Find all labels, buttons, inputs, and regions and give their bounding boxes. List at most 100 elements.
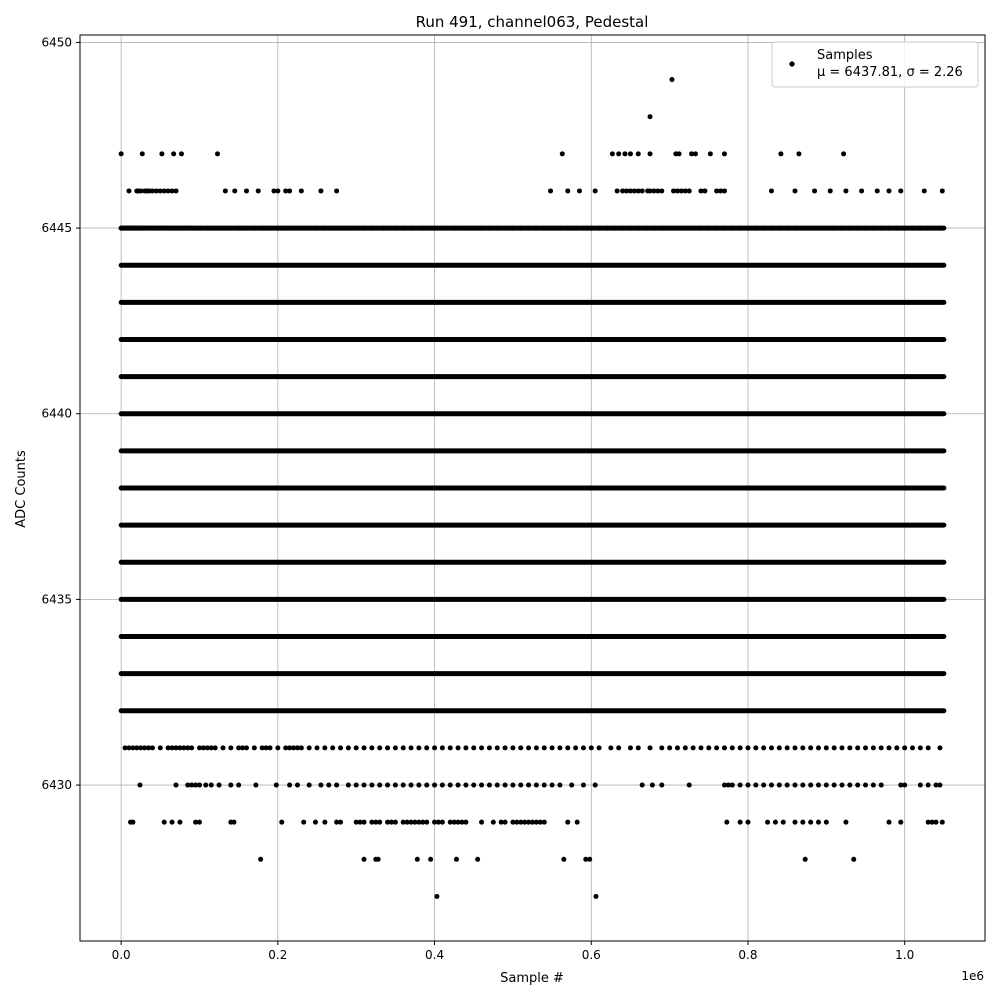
data-point bbox=[514, 819, 520, 825]
data-point bbox=[240, 745, 246, 751]
data-point bbox=[772, 819, 778, 825]
data-point bbox=[263, 745, 269, 751]
data-point bbox=[416, 745, 422, 751]
data-point bbox=[357, 819, 363, 825]
data-point bbox=[377, 819, 383, 825]
data-point bbox=[533, 819, 539, 825]
data-point bbox=[878, 782, 884, 788]
data-point bbox=[189, 225, 195, 231]
data-point bbox=[139, 151, 145, 157]
data-point bbox=[627, 225, 633, 231]
data-point bbox=[193, 225, 199, 231]
data-point bbox=[698, 225, 704, 231]
data-point bbox=[400, 225, 406, 231]
data-point bbox=[541, 819, 547, 825]
data-point bbox=[659, 745, 665, 751]
data-point bbox=[312, 819, 318, 825]
data-point bbox=[639, 782, 645, 788]
data-point bbox=[369, 819, 375, 825]
data-point bbox=[479, 819, 485, 825]
data-point bbox=[375, 856, 381, 862]
data-point bbox=[196, 782, 202, 788]
data-point bbox=[839, 225, 845, 231]
data-point bbox=[502, 745, 508, 751]
data-points bbox=[118, 77, 947, 899]
data-point bbox=[939, 188, 945, 194]
data-point bbox=[171, 151, 177, 157]
data-point bbox=[823, 225, 829, 231]
data-point bbox=[649, 782, 655, 788]
data-point bbox=[565, 225, 571, 231]
data-point bbox=[917, 225, 923, 231]
data-point bbox=[510, 782, 516, 788]
legend-series-stats: μ = 6437.81, σ = 2.26 bbox=[817, 65, 963, 80]
data-point bbox=[737, 819, 743, 825]
data-point bbox=[894, 745, 900, 751]
data-point bbox=[898, 782, 904, 788]
data-point bbox=[910, 225, 916, 231]
data-point bbox=[635, 225, 641, 231]
data-point bbox=[334, 225, 340, 231]
data-point bbox=[322, 819, 328, 825]
data-point bbox=[702, 188, 708, 194]
data-point bbox=[541, 782, 547, 788]
data-point bbox=[925, 782, 931, 788]
data-point bbox=[236, 782, 242, 788]
data-point bbox=[153, 188, 159, 194]
data-point bbox=[149, 188, 155, 194]
data-point bbox=[361, 745, 367, 751]
data-point bbox=[784, 225, 790, 231]
legend: Samples μ = 6437.81, σ = 2.26 bbox=[771, 41, 979, 88]
data-point bbox=[161, 188, 167, 194]
data-point bbox=[580, 745, 586, 751]
data-point bbox=[326, 782, 332, 788]
data-point bbox=[671, 188, 677, 194]
data-point bbox=[204, 745, 210, 751]
data-point bbox=[682, 225, 688, 231]
data-point bbox=[196, 819, 202, 825]
data-point bbox=[177, 819, 183, 825]
data-point bbox=[400, 819, 406, 825]
data-point bbox=[667, 745, 673, 751]
data-point bbox=[341, 225, 347, 231]
data-point bbox=[843, 819, 849, 825]
data-point bbox=[588, 225, 594, 231]
data-point bbox=[745, 225, 751, 231]
data-point bbox=[416, 819, 422, 825]
data-point bbox=[471, 745, 477, 751]
data-point bbox=[839, 745, 845, 751]
data-point bbox=[729, 745, 735, 751]
data-point bbox=[381, 225, 387, 231]
data-point bbox=[933, 782, 939, 788]
data-point bbox=[753, 225, 759, 231]
data-point bbox=[228, 225, 234, 231]
data-point bbox=[643, 225, 649, 231]
data-point bbox=[193, 782, 199, 788]
data-point bbox=[510, 819, 516, 825]
data-point bbox=[240, 225, 246, 231]
data-point bbox=[373, 819, 379, 825]
data-point bbox=[745, 782, 751, 788]
data-point bbox=[635, 745, 641, 751]
data-point bbox=[314, 745, 320, 751]
data-point bbox=[768, 782, 774, 788]
data-point bbox=[855, 782, 861, 788]
data-point bbox=[792, 225, 798, 231]
data-point bbox=[768, 225, 774, 231]
data-point bbox=[776, 225, 782, 231]
x-tick-label: 0.4 bbox=[425, 948, 444, 962]
data-point bbox=[815, 819, 821, 825]
data-point bbox=[231, 819, 237, 825]
data-point bbox=[275, 188, 281, 194]
data-point bbox=[408, 225, 414, 231]
data-point bbox=[301, 819, 307, 825]
data-point bbox=[886, 225, 892, 231]
data-point bbox=[253, 782, 259, 788]
data-point bbox=[258, 856, 264, 862]
data-point bbox=[667, 225, 673, 231]
data-point bbox=[236, 225, 242, 231]
data-point bbox=[808, 225, 814, 231]
data-point bbox=[753, 782, 759, 788]
data-point bbox=[439, 819, 445, 825]
